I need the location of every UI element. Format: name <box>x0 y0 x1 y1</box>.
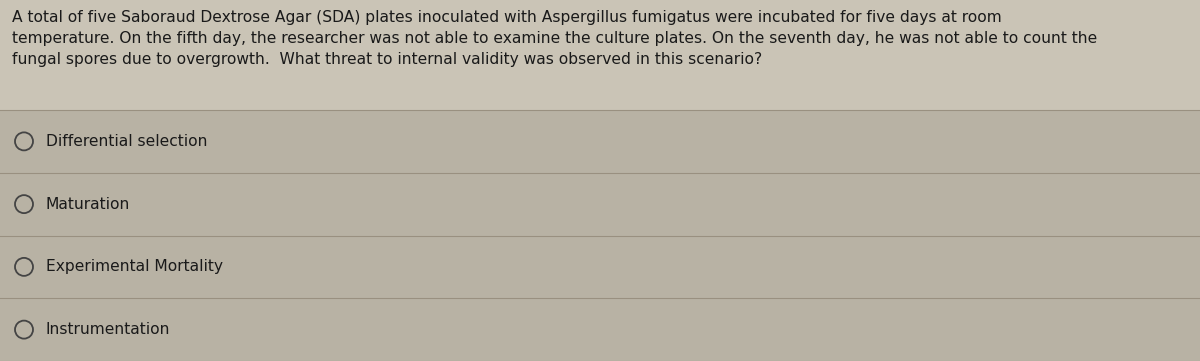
Bar <box>0 110 1200 173</box>
Text: A total of five Saboraud Dextrose Agar (SDA) plates inoculated with Aspergillus : A total of five Saboraud Dextrose Agar (… <box>12 10 1097 67</box>
Bar <box>0 173 1200 235</box>
Text: Experimental Mortality: Experimental Mortality <box>46 259 223 274</box>
Text: Differential selection: Differential selection <box>46 134 208 149</box>
Text: Maturation: Maturation <box>46 197 130 212</box>
Bar <box>0 298 1200 361</box>
Bar <box>0 0 1200 110</box>
Text: Instrumentation: Instrumentation <box>46 322 170 337</box>
Bar <box>0 235 1200 298</box>
